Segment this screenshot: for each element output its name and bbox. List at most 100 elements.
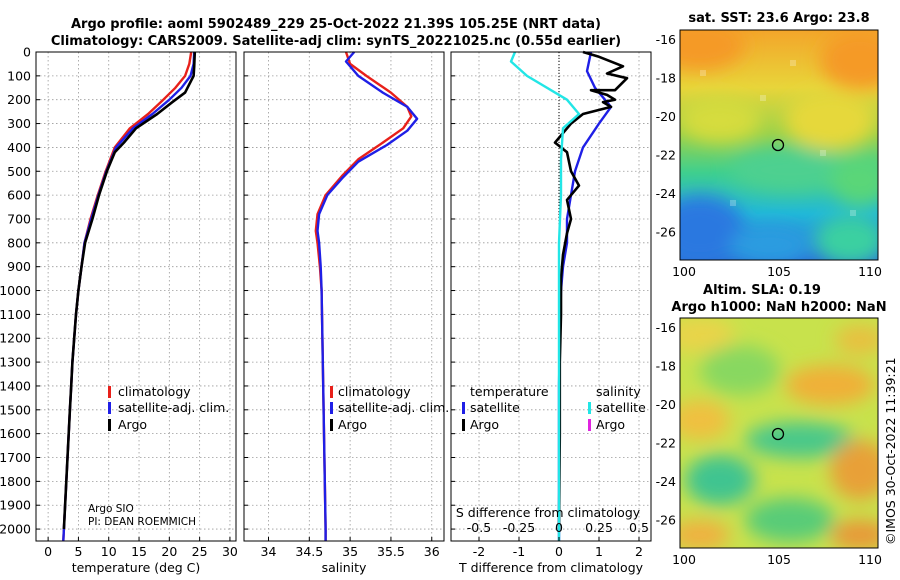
legend-s-argo-swatch	[588, 419, 591, 431]
depth-tick-label: 1000	[0, 283, 31, 298]
map-x-tick-label: 110	[858, 552, 882, 567]
sla-argo-location-marker	[771, 427, 785, 441]
map-y-tick-label: -18	[656, 359, 676, 374]
x-tick-label: 10	[101, 544, 117, 559]
map-x-tick-label: 105	[767, 264, 791, 279]
x-tick-label: 25	[192, 544, 208, 559]
depth-tick-label: 2000	[0, 522, 31, 537]
x-tick-label: -1	[513, 544, 525, 559]
x-tick-label: 0	[555, 544, 563, 559]
series-line-climatology	[62, 51, 193, 542]
x-tick-label: 34	[261, 544, 277, 559]
depth-tick-label: 1300	[0, 355, 31, 370]
x-tick-label: 35	[342, 544, 358, 559]
depth-tick-label: 800	[7, 235, 31, 250]
panel-frame	[35, 51, 237, 542]
temperature-panel: 0 5 10 15 20 25 30 temperature (deg C)	[35, 51, 238, 575]
depth-tick-label: 1500	[0, 402, 31, 417]
legend-argo-label: Argo	[118, 417, 147, 432]
legend-s-satellite-swatch	[588, 402, 591, 414]
legend-argo-label: Argo	[338, 417, 367, 432]
map-y-tick-label: -20	[656, 397, 676, 412]
depth-tick-label: 1200	[0, 331, 31, 346]
depth-tick-label: 1100	[0, 307, 31, 322]
legend-s-satellite-label: satellite	[596, 400, 646, 415]
s-difference-tick-label: 0.25	[585, 520, 613, 535]
map-y-tick-label: -24	[656, 186, 676, 201]
depth-tick-label: 100	[7, 68, 31, 83]
series-line-satellite-adj-clim-	[62, 51, 196, 542]
x-tick-label: 34.5	[295, 544, 323, 559]
legend-climatology-label: climatology	[338, 384, 411, 399]
map-x-tick-label: 100	[672, 264, 696, 279]
depth-axis: 0 100 200 300 400 500 600 700 800 900 1000 1100 1200…	[0, 45, 31, 537]
sla-map-ticks: 100 105 110 -16 -18 -20 -22 -24 -26	[656, 320, 882, 567]
difference-legend: temperature satellite Argo salinity sate…	[462, 384, 646, 432]
sla-map-title-line-2: Argo h1000: NaN h2000: NaN	[671, 300, 886, 315]
s-difference-tick-label: -0.5	[467, 520, 491, 535]
s-difference-tick-label: 0	[555, 520, 563, 535]
depth-tick-label: 300	[7, 116, 31, 131]
legend-argo-swatch	[330, 419, 333, 431]
title-line-2: Climatology: CARS2009. Satellite-adj cli…	[51, 34, 621, 49]
temperature-legend: climatology satellite-adj. clim. Argo	[108, 384, 229, 432]
map-y-tick-label: -22	[656, 148, 676, 163]
depth-tick-label: 200	[7, 92, 31, 107]
sla-map: Altim. SLA: 0.19 Argo h1000: NaN h2000: …	[656, 283, 887, 567]
legend-climatology-swatch	[330, 386, 333, 398]
difference-panel: -2 -1 0 1 2T difference from climatology	[450, 50, 652, 575]
map-y-tick-label: -20	[656, 109, 676, 124]
legend-t-argo-swatch	[462, 419, 465, 431]
series-line-argo	[62, 51, 197, 530]
map-x-tick-label: 110	[858, 264, 882, 279]
x-axis-label: salinity	[322, 560, 367, 575]
x-tick-label: 35.5	[377, 544, 405, 559]
legend-t-satellite-swatch	[462, 402, 465, 414]
map-y-tick-label: -16	[656, 320, 676, 335]
x-tick-label: -2	[473, 544, 485, 559]
depth-tick-label: 900	[7, 259, 31, 274]
sla-map-title-line-1: Altim. SLA: 0.19	[703, 283, 821, 298]
legend-t-satellite-label: satellite	[470, 400, 520, 415]
map-y-tick-label: -26	[656, 513, 676, 528]
sst-map-ticks: 100 105 110 -16 -18 -20 -22 -24 -26	[656, 32, 882, 279]
salinity-panel: 34 34.5 35 35.5 36 salinity	[243, 51, 445, 575]
legend-satellite-swatch	[108, 402, 111, 414]
map-y-tick-label: -26	[656, 225, 676, 240]
panel-frame	[450, 51, 652, 542]
depth-tick-label: 700	[7, 211, 31, 226]
depth-tick-label: 400	[7, 140, 31, 155]
map-y-tick-label: -24	[656, 474, 676, 489]
legend-temperature-header: temperature	[470, 384, 549, 399]
copyright-stamp: ©IMOS 30-Oct-2022 11:39:21	[883, 357, 898, 545]
series-line-satellite-adj-clim-	[316, 51, 419, 541]
sst-map-title: sat. SST: 23.6 Argo: 23.8	[688, 11, 869, 26]
x-tick-label: 20	[161, 544, 177, 559]
sst-argo-location-marker	[771, 138, 785, 152]
x-axis-label: temperature (deg C)	[72, 560, 201, 575]
series-line-s-satellite	[509, 51, 581, 541]
depth-tick-label: 600	[7, 188, 31, 203]
map-x-tick-label: 105	[767, 552, 791, 567]
legend-salinity-header: salinity	[596, 384, 641, 399]
sst-map: sat. SST: 23.6 Argo: 23.8 100 105 1	[656, 11, 882, 279]
institution-label: Argo SIO	[88, 503, 134, 515]
legend-satellite-label: satellite-adj. clim.	[118, 400, 229, 415]
depth-tick-label: 1900	[0, 498, 31, 513]
depth-tick-label: 1600	[0, 426, 31, 441]
panel-frame	[243, 51, 445, 542]
x-tick-label: 30	[222, 544, 238, 559]
x-tick-label: 0	[44, 544, 52, 559]
legend-s-argo-label: Argo	[596, 417, 625, 432]
map-y-tick-label: -18	[656, 71, 676, 86]
depth-tick-label: 1700	[0, 450, 31, 465]
map-y-tick-label: -22	[656, 436, 676, 451]
legend-t-argo-label: Argo	[470, 417, 499, 432]
map-y-tick-label: -16	[656, 32, 676, 47]
depth-tick-label: 1800	[0, 474, 31, 489]
x-tick-label: 1	[595, 544, 603, 559]
s-difference-tick-label: -0.25	[503, 520, 535, 535]
s-difference-ticks: -0.5 -0.25 0 0.25 0.5	[467, 520, 649, 535]
legend-argo-swatch	[108, 419, 111, 431]
